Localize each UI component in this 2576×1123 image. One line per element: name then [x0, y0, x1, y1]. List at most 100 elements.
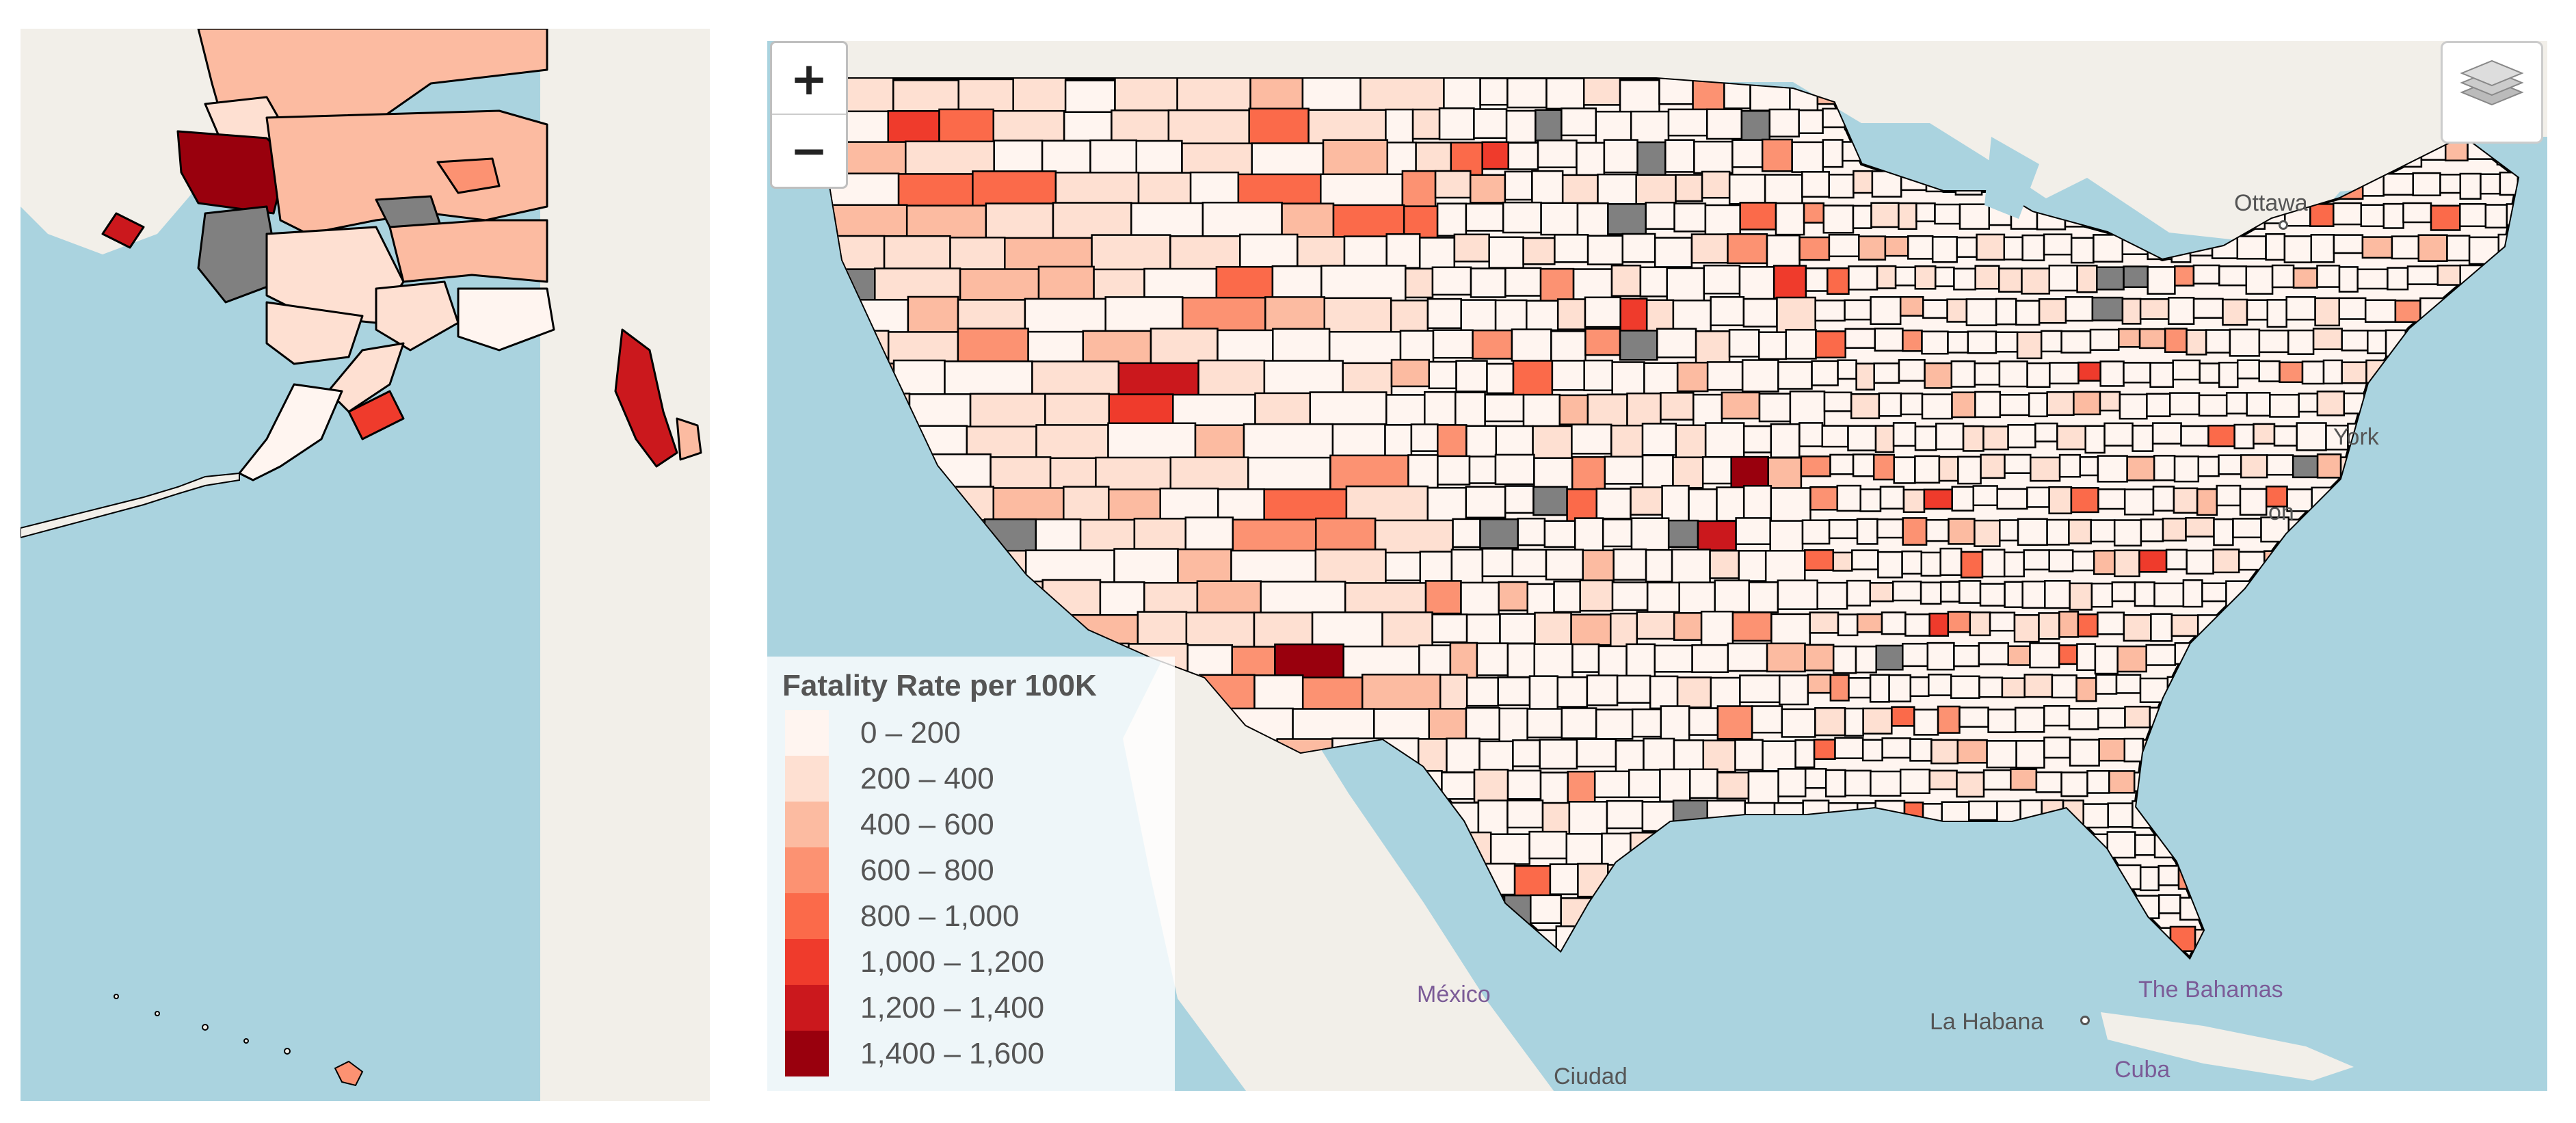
county-cell	[2072, 926, 2101, 951]
county-cell	[1770, 487, 1811, 525]
county-cell	[2015, 300, 2041, 326]
county-cell	[1507, 142, 1539, 170]
county-cell	[2097, 611, 2125, 635]
county-cell	[2374, 769, 2403, 791]
county-cell	[1785, 328, 1817, 360]
county-cell	[2273, 611, 2304, 631]
county-cell	[2439, 174, 2462, 194]
county-cell	[1779, 832, 1809, 866]
county-cell	[2147, 266, 2176, 295]
county-cell	[1807, 674, 1832, 694]
county-cell	[2023, 549, 2050, 571]
county-cell	[2491, 548, 2511, 575]
county-cell	[2172, 359, 2201, 381]
label-the-bahamas: The Bahamas	[2138, 977, 2283, 1003]
county-cell	[1645, 549, 1673, 583]
county-cell	[1672, 800, 1709, 835]
county-cell	[2436, 832, 2466, 859]
county-cell	[2461, 674, 2490, 698]
county-cell	[1512, 360, 1554, 397]
alaska-map-canvas	[21, 29, 710, 1101]
county-cell	[2441, 518, 2463, 546]
county-cell	[2462, 390, 2482, 420]
county-cell	[2406, 265, 2439, 285]
county-cell	[979, 549, 1027, 608]
county-cell	[2364, 519, 2386, 542]
county-cell	[2123, 362, 2151, 384]
county-cell	[1855, 645, 1877, 674]
county-cell	[1922, 299, 1948, 319]
county-cell	[1673, 202, 1707, 233]
county-cell	[1953, 267, 1976, 291]
county-cell	[1693, 140, 1734, 174]
layers-button[interactable]	[2441, 41, 2543, 144]
county-cell	[2456, 330, 2487, 356]
county-cell	[1645, 201, 1675, 230]
county-cell	[2094, 645, 2119, 675]
legend-row: 0 – 200	[785, 710, 1175, 756]
county-cell	[2246, 299, 2269, 321]
county-cell	[1712, 865, 1749, 899]
county-cell	[1874, 800, 1906, 828]
county-cell	[1892, 422, 1917, 447]
county-cell	[2030, 456, 2061, 482]
county-cell	[1827, 267, 1850, 295]
county-cell	[1672, 456, 1704, 489]
county-cell	[1597, 645, 1628, 678]
main-map[interactable]: + − Ottawa York on México La Habana The …	[767, 41, 2547, 1091]
zoom-in-button[interactable]: +	[772, 43, 846, 115]
county-cell	[1476, 642, 1509, 676]
county-cell	[1801, 925, 1833, 950]
county-cell	[1805, 267, 1829, 292]
county-cell	[1979, 928, 2009, 956]
county-cell	[2044, 580, 2071, 609]
county-cell	[1570, 613, 1612, 646]
county-cell	[1815, 330, 1846, 359]
county-cell	[2363, 391, 2385, 419]
county-cell	[2138, 328, 2166, 349]
county-cell	[2238, 551, 2266, 571]
county-cell	[2258, 329, 2289, 354]
county-cell	[1974, 519, 2001, 547]
county-cell	[1856, 518, 1878, 545]
county-cell	[2446, 300, 2478, 326]
county-cell	[2129, 895, 2160, 919]
county-cell	[2515, 863, 2518, 888]
county-cell	[2507, 330, 2518, 352]
county-cell	[2173, 487, 2199, 514]
county-cell	[1531, 170, 1564, 205]
county-cell	[1712, 929, 1742, 957]
county-cell	[1828, 233, 1860, 258]
county-cell	[1998, 267, 2023, 293]
county-cell	[2430, 486, 2458, 508]
county-cell	[1920, 551, 1941, 577]
county-cell	[2360, 204, 2385, 228]
county-cell	[1666, 267, 1705, 302]
county-cell	[2006, 928, 2027, 951]
county-cell	[2348, 677, 2376, 704]
county-cell	[2459, 202, 2487, 228]
county-cell	[2091, 296, 2124, 321]
county-cell	[2235, 645, 2268, 672]
county-cell	[2480, 173, 2501, 195]
county-cell	[1517, 517, 1546, 546]
county-cell	[2488, 864, 2518, 890]
county-cell	[2134, 834, 2156, 856]
county-cell	[1844, 299, 1872, 321]
county-cell	[2126, 455, 2155, 481]
county-cell	[2261, 770, 2286, 791]
zoom-out-button[interactable]: −	[772, 115, 846, 187]
county-cell	[1385, 551, 1422, 581]
county-cell	[2505, 391, 2518, 417]
county-cell	[2393, 613, 2422, 641]
county-cell	[2445, 897, 2470, 925]
county-cell	[1646, 581, 1680, 613]
county-cell	[1659, 768, 1691, 803]
county-cell	[1630, 486, 1663, 516]
county-cell	[1852, 204, 1872, 229]
alaska-inset-map[interactable]	[21, 29, 710, 1101]
county-cell	[2062, 895, 2087, 923]
county-cell	[1628, 895, 1665, 931]
county-cell	[2484, 204, 2508, 229]
county-dillingham	[265, 301, 364, 365]
